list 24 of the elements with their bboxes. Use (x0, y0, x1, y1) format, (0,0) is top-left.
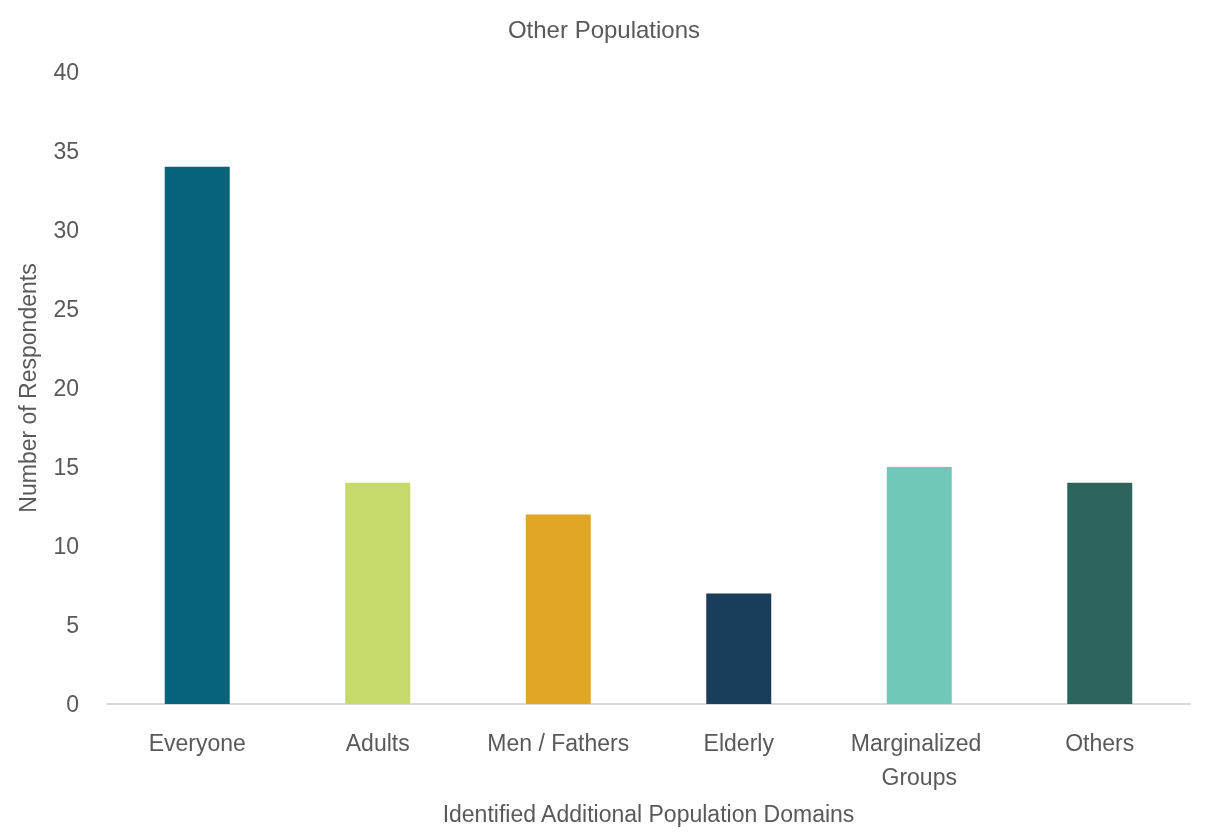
x-tick-label: Adults (345, 730, 410, 756)
x-tick-label: Elderly (703, 730, 775, 756)
bar (886, 467, 952, 704)
y-tick-label: 0 (66, 691, 79, 717)
y-tick-label: 5 (66, 612, 79, 638)
x-tick-label: Everyone (148, 730, 246, 756)
y-tick-label: 35 (53, 138, 79, 164)
y-tick-label: 30 (53, 217, 79, 243)
y-axis-title: Number of Respondents (14, 263, 41, 513)
bar (1067, 482, 1133, 704)
bar (706, 593, 772, 704)
y-tick-label: 40 (53, 59, 79, 85)
y-tick-label: 25 (53, 296, 79, 322)
chart-title: Other Populations (507, 15, 701, 43)
bar (525, 514, 591, 704)
y-tick-label: 10 (53, 533, 79, 559)
bar (164, 166, 230, 704)
x-tick-label: Others (1065, 730, 1135, 756)
y-tick-label: 20 (53, 375, 79, 401)
x-tick-label: Marginalized Groups (850, 730, 988, 790)
y-tick-label: 15 (53, 454, 79, 480)
x-axis-title: Identified Additional Population Domains (442, 800, 855, 827)
x-tick-label: Men / Fathers (487, 730, 630, 756)
bar (345, 482, 411, 704)
